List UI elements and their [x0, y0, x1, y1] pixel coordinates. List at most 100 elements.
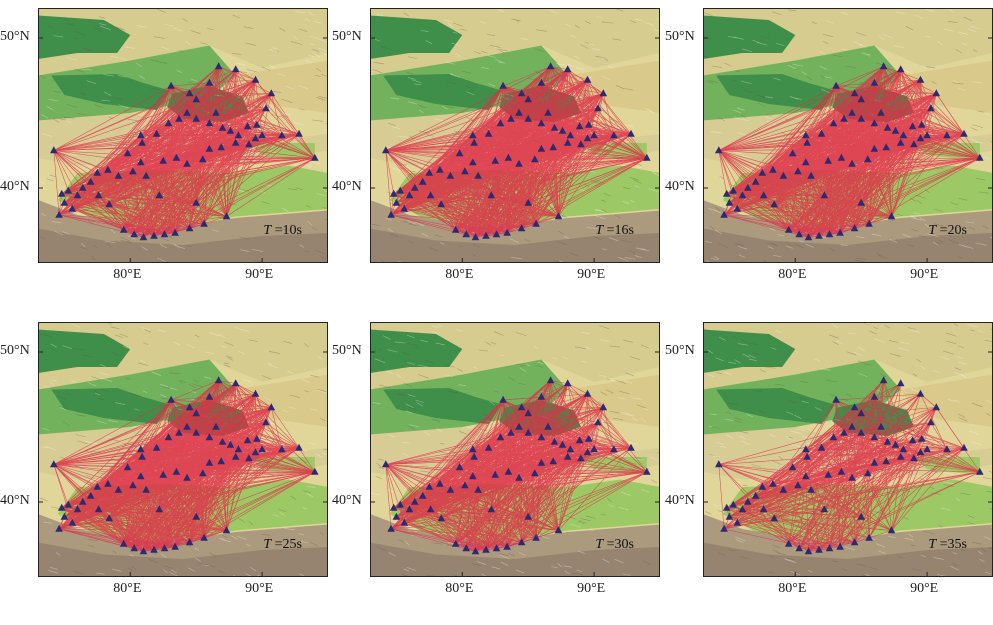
- ray-path: [123, 393, 256, 545]
- station-marker: [923, 131, 931, 139]
- ray-path: [792, 79, 921, 154]
- station-marker: [770, 200, 778, 208]
- station-marker: [769, 165, 777, 173]
- ray-path: [123, 432, 197, 545]
- station-marker: [487, 191, 496, 199]
- ray-path: [502, 66, 551, 87]
- ray-path: [127, 467, 160, 510]
- ray-path: [861, 79, 921, 100]
- ray-path: [164, 108, 267, 235]
- ray-path: [123, 422, 267, 545]
- ray-path: [97, 399, 172, 488]
- station-marker: [870, 144, 879, 152]
- station-marker: [137, 472, 145, 480]
- ray-path: [98, 509, 135, 549]
- ray-path: [143, 93, 190, 238]
- station-marker: [491, 156, 499, 164]
- ray-path: [792, 153, 825, 196]
- station-marker: [916, 134, 925, 142]
- ray-path: [98, 171, 134, 196]
- ray-path: [72, 204, 110, 210]
- station-marker: [183, 108, 191, 116]
- ray-path: [391, 214, 476, 238]
- ray-path: [170, 399, 197, 414]
- ray-path: [836, 82, 875, 87]
- station-marker: [278, 131, 286, 139]
- ray-path: [109, 204, 205, 225]
- ray-path: [174, 432, 197, 548]
- ray-path: [835, 85, 845, 120]
- station-marker: [192, 409, 200, 417]
- ray-path: [773, 135, 807, 205]
- map-frame: [38, 322, 328, 577]
- ray-path: [824, 195, 855, 229]
- ray-path: [226, 138, 256, 217]
- ray-path: [774, 204, 892, 217]
- ray-path: [788, 112, 882, 231]
- station-marker: [960, 129, 968, 137]
- station-marker: [258, 445, 266, 453]
- ray-path: [788, 223, 870, 231]
- ray-path: [203, 471, 315, 539]
- ray-path: [159, 195, 190, 229]
- ray-paths: [718, 66, 981, 238]
- ray-path: [108, 380, 219, 519]
- map-panel: T =20s: [703, 8, 993, 263]
- kazakh-basin: [370, 15, 463, 59]
- ray-path: [123, 456, 143, 545]
- ray-path: [788, 216, 892, 231]
- station-marker: [916, 75, 925, 83]
- ray-path: [109, 518, 227, 531]
- station-marker: [185, 89, 194, 97]
- ray-path: [222, 441, 300, 449]
- station-marker: [499, 81, 507, 89]
- station-marker: [802, 158, 810, 166]
- ray-path: [429, 85, 504, 174]
- ray-path: [215, 66, 219, 114]
- station-marker: [751, 177, 760, 185]
- ray-path: [930, 108, 980, 159]
- ray-path: [77, 195, 124, 231]
- station-marker: [234, 445, 243, 453]
- ray-path: [835, 66, 884, 87]
- period-value: =16s: [603, 223, 634, 238]
- ray-path: [527, 112, 549, 204]
- ray-path: [773, 69, 901, 205]
- ray-path: [170, 85, 205, 225]
- ray-path: [230, 93, 272, 132]
- station-marker: [550, 123, 559, 131]
- ray-path: [108, 383, 236, 519]
- ray-path: [430, 85, 504, 196]
- ray-path: [164, 138, 256, 235]
- lon-label: 80°E: [113, 581, 142, 596]
- ray-path: [98, 509, 205, 539]
- ray-path: [98, 195, 124, 231]
- ray-path: [496, 108, 599, 235]
- ray-path: [774, 124, 922, 205]
- station-marker: [492, 230, 501, 238]
- tibetan-plateau: [38, 542, 328, 577]
- station-marker: [392, 198, 401, 206]
- ray-path: [109, 432, 197, 519]
- ray-path: [168, 69, 236, 124]
- station-marker: [231, 138, 240, 146]
- station-marker: [896, 65, 905, 73]
- station-marker: [183, 159, 191, 167]
- ray-path: [72, 85, 172, 210]
- ray-path: [506, 118, 529, 234]
- station-marker: [387, 210, 395, 218]
- ray-path: [860, 93, 937, 204]
- ray-path: [496, 93, 604, 235]
- ray-path: [440, 204, 456, 231]
- ray-path: [108, 93, 190, 205]
- ray-path: [472, 99, 529, 136]
- ray-path: [763, 195, 820, 237]
- ray-path: [774, 133, 965, 205]
- station-marker: [222, 526, 231, 534]
- ray-path: [880, 112, 904, 136]
- station-marker: [396, 186, 405, 194]
- ray-path: [195, 99, 227, 217]
- station-marker: [815, 231, 823, 239]
- ray-path: [61, 449, 141, 509]
- ray-path: [763, 135, 807, 196]
